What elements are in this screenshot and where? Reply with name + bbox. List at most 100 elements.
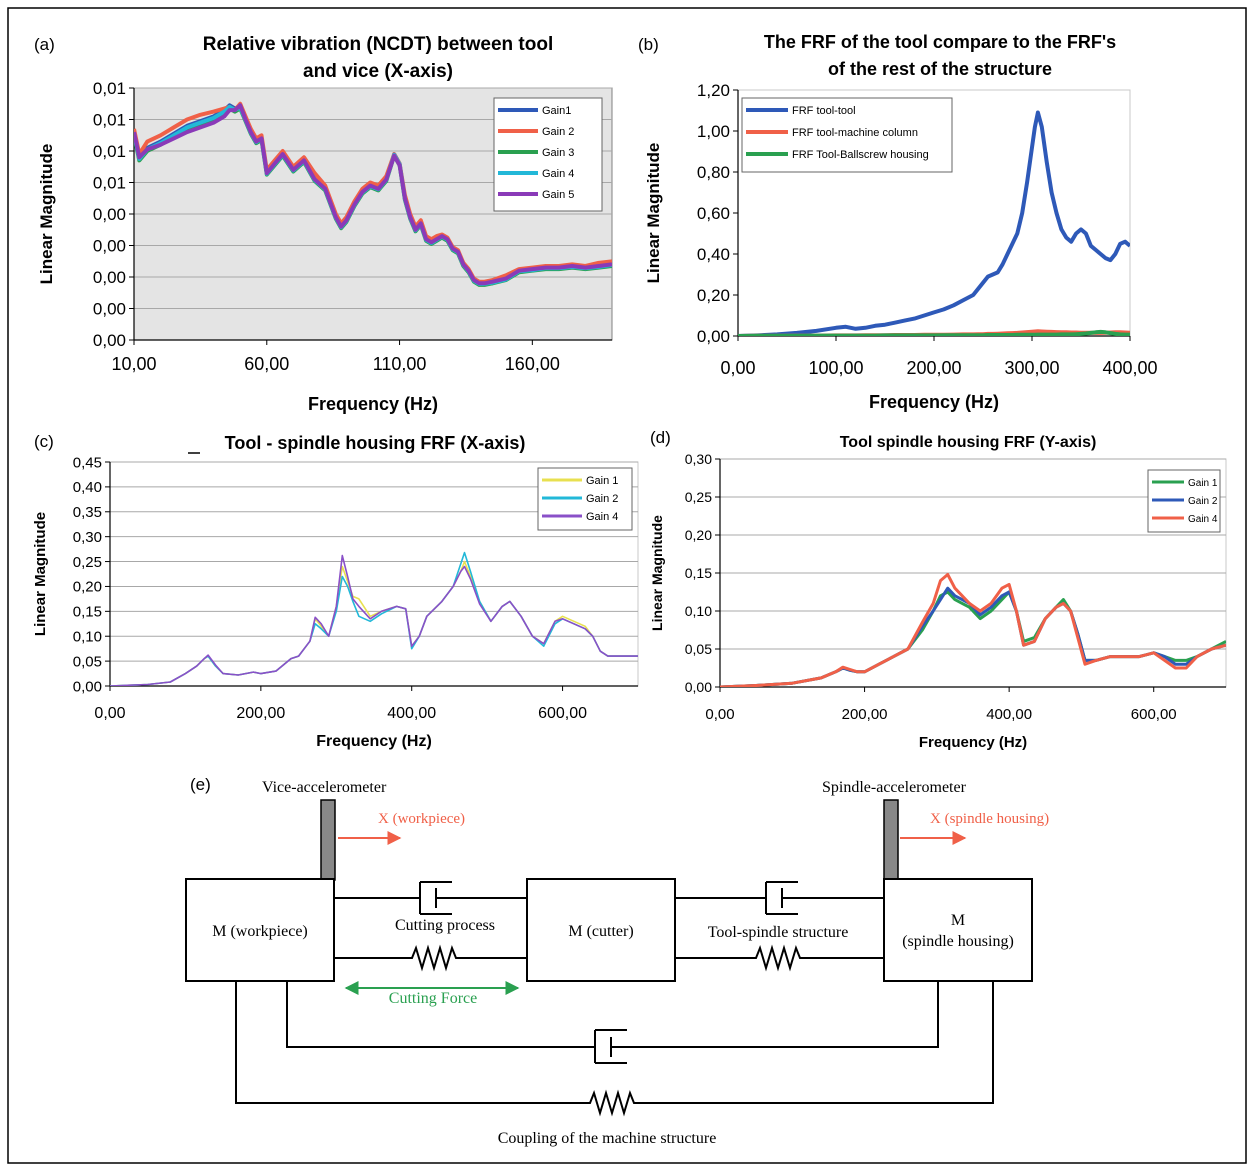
y-tick-label: 0,45 [73,454,102,471]
x-tick-label: 600,00 [538,705,587,722]
y-tick-label: 0,05 [685,641,712,657]
mass-cutter-label: M (cutter) [568,923,633,940]
tool-spindle-spring [675,944,884,972]
x-tick-label: 400,00 [986,706,1032,723]
y-tick-label: 0,00 [697,327,730,346]
mass-workpiece [185,878,335,982]
y-tick-label: 0,40 [73,479,102,496]
y-tick-label: 0,60 [697,204,730,223]
y-tick-label: 0,80 [697,163,730,182]
legend-entry: Gain1 [542,105,571,117]
mass-workpiece-label: M (workpiece) [212,923,308,940]
x-axis-label: Frequency (Hz) [316,733,432,750]
series-line [738,329,1130,336]
y-tick-label: 0,00 [685,679,712,695]
series-line [720,573,1226,687]
cutting-force-label: Cutting Force [389,990,477,1007]
chart-b: 0,00 0,20 0,40 0,60 0,80 1,00 1,20 0,00 100,00 20… [638,32,1158,412]
x-axis-label: Frequency (Hz) [308,394,438,414]
y-tick-label: 0,00 [93,205,126,224]
coupling-damper [286,981,939,1064]
x-tick-label: 100,00 [808,358,863,378]
chart-title: The FRF of the tool compare to the FRF's [764,32,1116,52]
x-spindle-label: X (spindle housing) [930,811,1049,827]
vice-accelerometer [320,799,336,881]
y-axis-label: Linear Magnitude [32,512,49,636]
chart-d: 0,00 0,05 0,10 0,15 0,20 0,25 0,30 0,00 200,00 40… [649,428,1227,751]
x-axis-label: Frequency (Hz) [919,734,1027,751]
y-tick-label: 0,05 [73,653,102,670]
legend-entry: Gain 5 [542,189,574,201]
mass-cutter [526,878,676,982]
x-tick-label: 200,00 [842,706,888,723]
legend-entry: Gain 4 [542,168,574,180]
coupling-label: Coupling of the machine structure [498,1130,717,1147]
legend-entry: Gain 2 [542,126,574,138]
panel-label: (b) [638,35,659,54]
series-line [738,110,1130,336]
series-line [110,554,638,686]
chart-a: 0,00 0,00 0,00 0,00 0,00 0,01 0,01 0,01 0,01 10,0… [34,34,613,414]
chart-title: Relative vibration (NCDT) between tool [203,34,553,55]
y-tick-label: 0,01 [93,79,126,98]
x-tick-label: 0,00 [94,705,125,722]
y-tick-label: 0,15 [73,604,102,621]
mass-spindle-housing [883,878,1033,982]
panel-label: (a) [34,35,55,54]
legend-entry: Gain 2 [586,493,618,505]
y-tick-label: 0,30 [73,529,102,546]
y-tick-label: 0,20 [73,579,102,596]
y-tick-label: 1,20 [697,81,730,100]
y-tick-label: 0,00 [93,299,126,318]
legend-entry: FRF tool-tool [792,105,856,117]
chart-title: Tool - spindle housing FRF (X-axis) [225,433,526,453]
mass-spindle-label-1: M [951,912,965,929]
x-axis-label: Frequency (Hz) [869,392,999,412]
x-tick-label: 0,00 [705,706,734,723]
spindle-accelerometer-label: Spindle-accelerometer [822,779,967,796]
y-tick-label: 0,25 [73,554,102,571]
y-tick-label: 0,35 [73,504,102,521]
y-tick-label: 0,10 [73,628,102,645]
y-tick-label: 1,00 [697,122,730,141]
x-tick-label: 10,00 [111,354,156,374]
y-tick-label: 0,20 [697,286,730,305]
mass-spindle-label-2: (spindle housing) [902,933,1014,950]
legend-entry: Gain 2 [1188,496,1218,507]
x-tick-label: 300,00 [1004,358,1059,378]
figure-border [7,7,1247,1164]
x-tick-label: 160,00 [505,354,560,374]
y-axis-label: Linear Magnitude [37,144,56,285]
cutting-process-label: Cutting process [395,917,495,934]
chart-title: Tool spindle housing FRF (Y-axis) [840,434,1097,451]
diagram-e: (e) Vice-accelerometer Spindle-accelerom… [185,775,1049,1147]
cutting-spring [334,944,527,972]
x-tick-label: 60,00 [244,354,289,374]
x-tick-label: 200,00 [906,358,961,378]
y-tick-label: 0,00 [93,268,126,287]
y-tick-label: 0,00 [93,331,126,350]
x-tick-label: 200,00 [236,705,285,722]
y-tick-label: 0,01 [93,110,126,129]
cutting-damper [334,881,527,915]
x-tick-label: 600,00 [1131,706,1177,723]
chart-title: of the rest of the structure [828,59,1052,79]
spindle-accelerometer [883,799,899,881]
x-tick-label: 400,00 [1102,358,1157,378]
x-tick-label: 400,00 [387,705,436,722]
y-tick-label: 0,25 [685,489,712,505]
chart-c: 0,00 0,05 0,10 0,15 0,20 0,25 0,30 0,35 0,40 0,45… [32,432,639,750]
legend-entry: Gain 1 [1188,478,1218,489]
x-tick-label: 0,00 [720,358,755,378]
y-axis-label: Linear Magnitude [644,143,663,284]
tool-spindle-structure-label: Tool-spindle structure [708,924,849,941]
legend-entry: Gain 1 [586,475,618,487]
series-line [134,103,612,286]
legend-entry: FRF Tool-Ballscrew housing [792,149,929,161]
panel-label: (c) [34,432,54,451]
legend-entry: FRF tool-machine column [792,127,918,139]
legend-entry: Gain 4 [586,511,618,523]
y-tick-label: 0,30 [685,451,712,467]
y-tick-label: 0,00 [93,236,126,255]
